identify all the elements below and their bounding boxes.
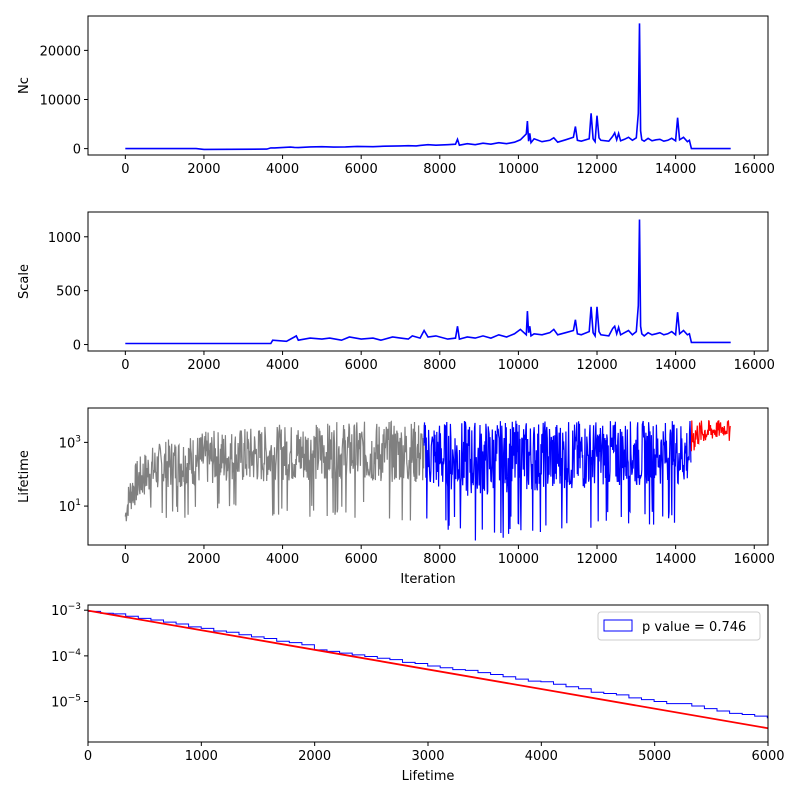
x-tick-label: 10000 [498, 552, 539, 567]
x-tick-label: 0 [121, 162, 129, 177]
series-line [125, 219, 731, 345]
x-tick-label: 2000 [187, 162, 220, 177]
y-tick-label: 10−5 [51, 694, 81, 711]
x-tick-label: 4000 [266, 162, 299, 177]
y-tick-label: 10000 [40, 93, 81, 108]
nc-plot: 0 2000 4000 6000 8000 10000 12000 14000 16000 0 10… [17, 15, 775, 177]
y-axis-label: Nc [17, 77, 32, 94]
x-tick-label: 6000 [751, 749, 784, 764]
axes-frame [87, 15, 769, 156]
x-tick-label: 14000 [655, 162, 696, 177]
legend-box [597, 611, 761, 641]
y-tick-label: 20000 [40, 44, 81, 59]
y-tick-label: 10−4 [51, 648, 81, 665]
x-axis-label: Iteration [400, 572, 455, 587]
x-tick-label: 0 [121, 552, 129, 567]
x-tick-label: 14000 [655, 358, 696, 373]
x-tick-label: 8000 [423, 162, 456, 177]
axes-frame [87, 407, 769, 546]
x-tick-label: 10000 [498, 358, 539, 373]
legend-label: p value = 0.746 [642, 620, 746, 635]
x-axis-label: Lifetime [402, 769, 455, 784]
x-tick-label: 16000 [734, 358, 775, 373]
x-tick-label: 16000 [734, 162, 775, 177]
x-tick-label: 5000 [638, 749, 671, 764]
lifetime-trace [124, 420, 425, 522]
x-tick-label: 0 [121, 358, 129, 373]
lifetime-histogram-plot: 0 1000 2000 3000 4000 5000 6000 10−5 10−4 10−3 Lif… [51, 602, 784, 784]
x-tick-label: 1000 [185, 749, 218, 764]
x-tick-label: 4000 [266, 358, 299, 373]
x-tick-label: 12000 [576, 358, 617, 373]
x-tick-label: 4000 [266, 552, 299, 567]
y-tick-label: 0 [73, 339, 81, 354]
x-tick-label: 16000 [734, 552, 775, 567]
lifetime-iteration-plot: 0 2000 4000 6000 8000 10000 12000 14000 16000 101… [17, 407, 775, 587]
y-tick-label: 103 [59, 434, 81, 451]
y-tick-label: 500 [56, 285, 81, 300]
lifetime-trace [690, 420, 731, 452]
x-tick-label: 14000 [655, 552, 696, 567]
x-tick-label: 4000 [525, 749, 558, 764]
axes-frame [87, 211, 769, 352]
y-tick-label: 1000 [48, 231, 81, 246]
x-tick-label: 2000 [187, 552, 220, 567]
x-tick-label: 8000 [423, 358, 456, 373]
lifetime-trace [423, 420, 692, 541]
legend-swatch [603, 619, 633, 632]
x-tick-label: 6000 [345, 552, 378, 567]
legend: p value = 0.746 [597, 611, 761, 641]
y-axis-label: Scale [17, 264, 32, 299]
y-tick-label: 101 [59, 498, 81, 515]
histogram-steps [88, 610, 768, 719]
scale-plot: 0 2000 4000 6000 8000 10000 12000 14000 16000 0 50… [17, 211, 775, 373]
x-tick-label: 10000 [498, 162, 539, 177]
series-line [125, 23, 731, 151]
x-tick-label: 6000 [345, 162, 378, 177]
x-tick-label: 12000 [576, 552, 617, 567]
x-tick-label: 2000 [298, 749, 331, 764]
x-tick-label: 12000 [576, 162, 617, 177]
y-tick-label: 10−3 [51, 602, 81, 619]
y-tick-label: 0 [73, 143, 81, 158]
y-axis-label: Lifetime [17, 450, 32, 503]
x-tick-label: 0 [84, 749, 92, 764]
x-tick-label: 8000 [423, 552, 456, 567]
x-tick-label: 6000 [345, 358, 378, 373]
fit-line [88, 609, 768, 730]
x-tick-label: 2000 [187, 358, 220, 373]
x-tick-label: 3000 [411, 749, 444, 764]
